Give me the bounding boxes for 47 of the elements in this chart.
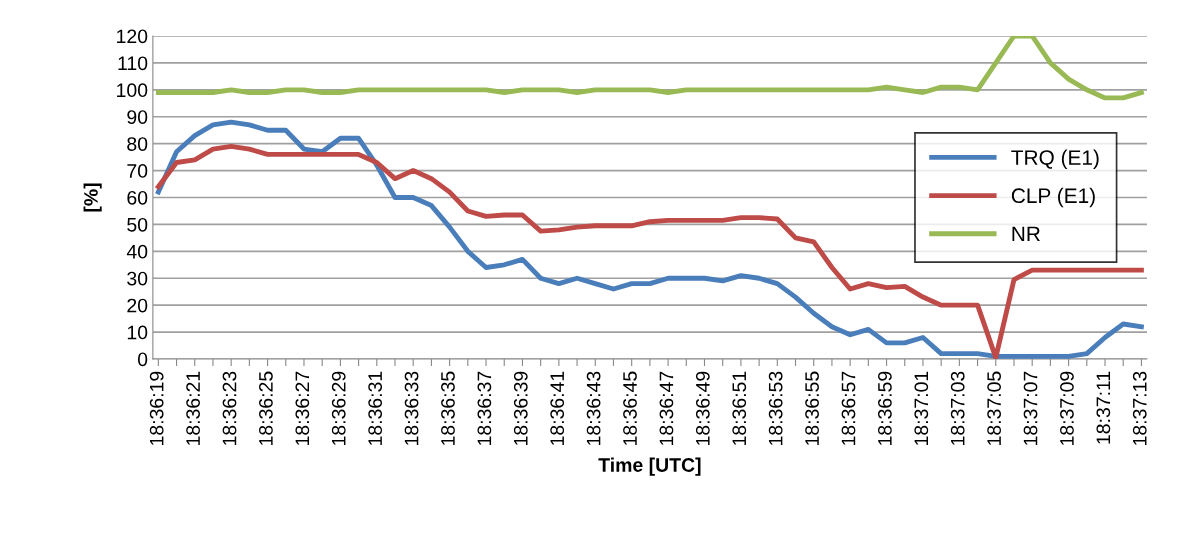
- x-tick-label: 18:36:53: [768, 371, 783, 445]
- x-tick-label: 18:36:51: [732, 371, 747, 445]
- x-tick-label: 18:36:31: [368, 371, 383, 445]
- x-tick-label: 18:37:13: [1132, 371, 1147, 445]
- x-tick-label: 18:37:03: [950, 371, 965, 445]
- x-tick-label: 18:37:11: [1096, 371, 1111, 444]
- y-tick-label: 40: [126, 244, 148, 259]
- x-tick-label: 18:36:33: [404, 371, 419, 445]
- line-series: [155, 36, 1144, 101]
- x-tick-label: 18:37:01: [914, 371, 929, 445]
- x-tick-label: 18:36:59: [878, 371, 892, 445]
- y-axis-title: [%]: [83, 183, 102, 212]
- x-tick-label: 18:36:27: [295, 371, 310, 445]
- x-axis-title: Time [UTC]: [598, 457, 701, 476]
- x-tick-label: 18:36:39: [513, 371, 528, 445]
- y-tick-label: 20: [127, 298, 148, 313]
- x-tick-label: 18:37:05: [987, 371, 1001, 445]
- x-tick-label: 18:36:43: [586, 371, 601, 445]
- x-tick-label: 18:36:21: [186, 371, 200, 445]
- legend-label: TRQ (E1): [1011, 149, 1099, 170]
- x-tick-label: 18:36:47: [659, 371, 674, 445]
- y-tick-label: 100: [117, 83, 148, 98]
- y-tick-label: 110: [118, 56, 148, 71]
- y-tick-label: 120: [117, 29, 148, 44]
- x-tick-label: 18:37:09: [1060, 371, 1074, 445]
- y-tick-label: 60: [127, 190, 148, 205]
- y-tick-label: 0: [137, 352, 148, 367]
- x-tick-label: 18:36:41: [550, 371, 565, 445]
- x-tick-label: 18:36:45: [623, 371, 637, 445]
- y-tick-label: 30: [127, 271, 148, 286]
- x-tick-label: 18:36:35: [441, 371, 455, 445]
- x-tick-label: 18:36:55: [805, 371, 819, 445]
- x-tick-label: 18:36:57: [841, 371, 856, 445]
- y-tick-label: 50: [127, 217, 148, 232]
- x-tick-label: 18:36:29: [331, 371, 346, 445]
- y-tick-label: 70: [127, 164, 148, 178]
- x-tick-label: 18:36:25: [259, 371, 273, 445]
- x-tick-label: 18:36:23: [222, 371, 237, 445]
- x-tick-label: 18:36:37: [477, 371, 492, 445]
- y-tick-label: 90: [127, 110, 148, 124]
- y-tick-label: 80: [127, 137, 148, 151]
- y-tick-label: 10: [127, 325, 148, 340]
- legend-label: NR: [1012, 226, 1040, 242]
- x-tick-label: 18:36:49: [695, 371, 710, 445]
- legend-label: CLP (E1): [1011, 187, 1095, 208]
- x-tick-label: 18:36:19: [149, 371, 164, 445]
- x-tick-label: 18:37:07: [1023, 371, 1038, 445]
